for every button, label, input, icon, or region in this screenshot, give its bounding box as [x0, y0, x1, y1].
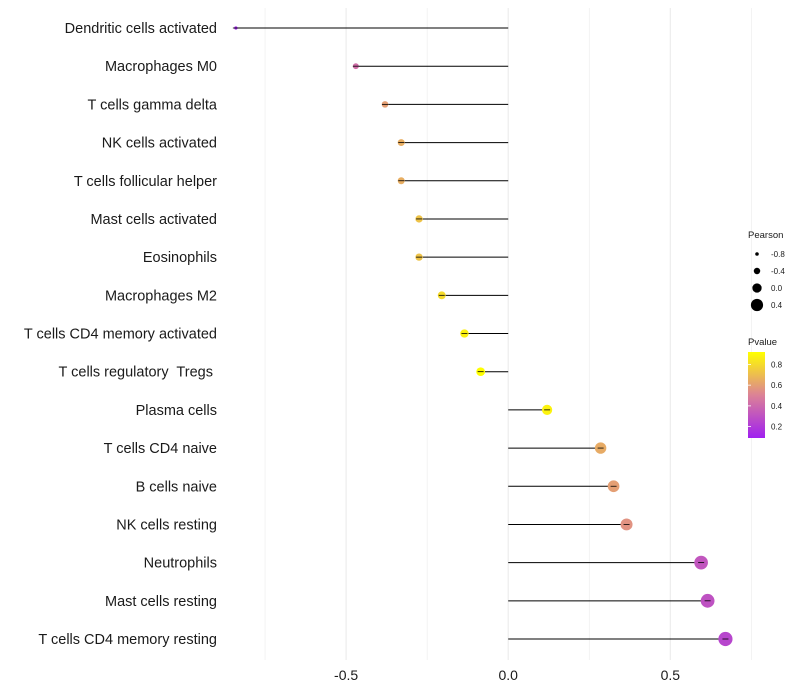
x-axis-ticks: -0.5 0.0 0.5	[334, 667, 680, 683]
legend-pvalue: Pvalue 0.8 0.6 0.4 0.2	[748, 337, 783, 438]
lollipop-stems	[235, 27, 726, 640]
legend-size-key	[752, 283, 762, 293]
category-label: Macrophages M0	[105, 59, 217, 75]
category-label: Mast cells resting	[105, 594, 217, 610]
legend-size-label: 0.4	[771, 301, 783, 310]
legend-size-key	[755, 252, 759, 256]
legend-pearson: Pearson -0.8 -0.4 0.0 0.4	[748, 230, 785, 312]
category-label: B cells naive	[136, 479, 217, 495]
legend-size-key	[753, 267, 761, 275]
category-label: Eosinophils	[143, 250, 217, 266]
category-labels: Dendritic cells activated Macrophages M0 T…	[24, 21, 218, 648]
legend-color-label: 0.2	[771, 423, 783, 432]
lollipop-points	[232, 26, 733, 647]
legend-color-label: 0.8	[771, 360, 783, 369]
x-tick-label: 0.0	[498, 667, 518, 683]
category-label: Neutrophils	[144, 556, 217, 572]
x-tick-label: -0.5	[334, 667, 358, 683]
legend-size-key	[750, 298, 764, 312]
legend-size-label: -0.8	[771, 250, 785, 259]
category-label: NK cells activated	[102, 136, 217, 152]
category-label: T cells CD4 memory activated	[24, 327, 217, 343]
category-label: T cells gamma delta	[88, 97, 218, 113]
category-label: Plasma cells	[136, 403, 217, 419]
legend-color-label: 0.4	[771, 402, 783, 411]
category-label: T cells regulatory Tregs	[59, 365, 218, 381]
category-label: T cells CD4 naive	[104, 441, 217, 457]
category-label: Macrophages M2	[105, 288, 217, 304]
legend-colorbar	[748, 352, 765, 438]
category-label: Mast cells activated	[90, 212, 217, 228]
category-label: Dendritic cells activated	[65, 21, 217, 37]
grid-lines	[264, 8, 752, 660]
legend-size-label: -0.4	[771, 267, 785, 276]
legend-size-label: 0.0	[771, 284, 783, 293]
category-label: T cells follicular helper	[74, 174, 217, 190]
category-label: T cells CD4 memory resting	[38, 632, 217, 648]
x-tick-label: 0.5	[661, 667, 681, 683]
legend-color-label: 0.6	[771, 381, 783, 390]
legend-pearson-title: Pearson	[748, 230, 783, 241]
category-label: NK cells resting	[116, 517, 217, 533]
legend-pvalue-title: Pvalue	[748, 337, 777, 348]
